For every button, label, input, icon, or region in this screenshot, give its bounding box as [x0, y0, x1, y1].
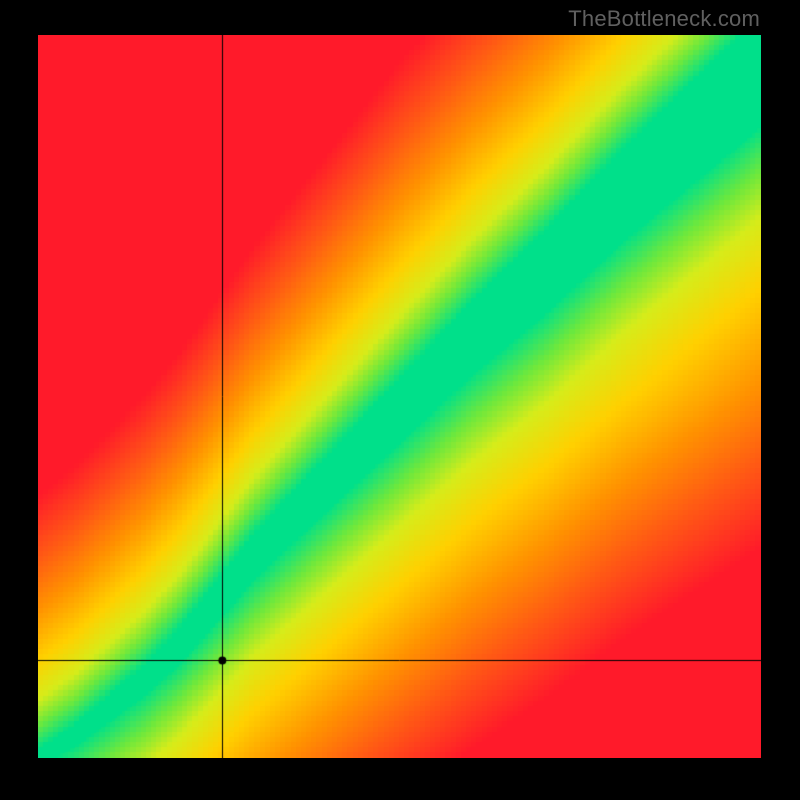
bottleneck-heatmap: [38, 35, 761, 758]
chart-container: TheBottleneck.com: [0, 0, 800, 800]
watermark-text: TheBottleneck.com: [568, 6, 760, 32]
